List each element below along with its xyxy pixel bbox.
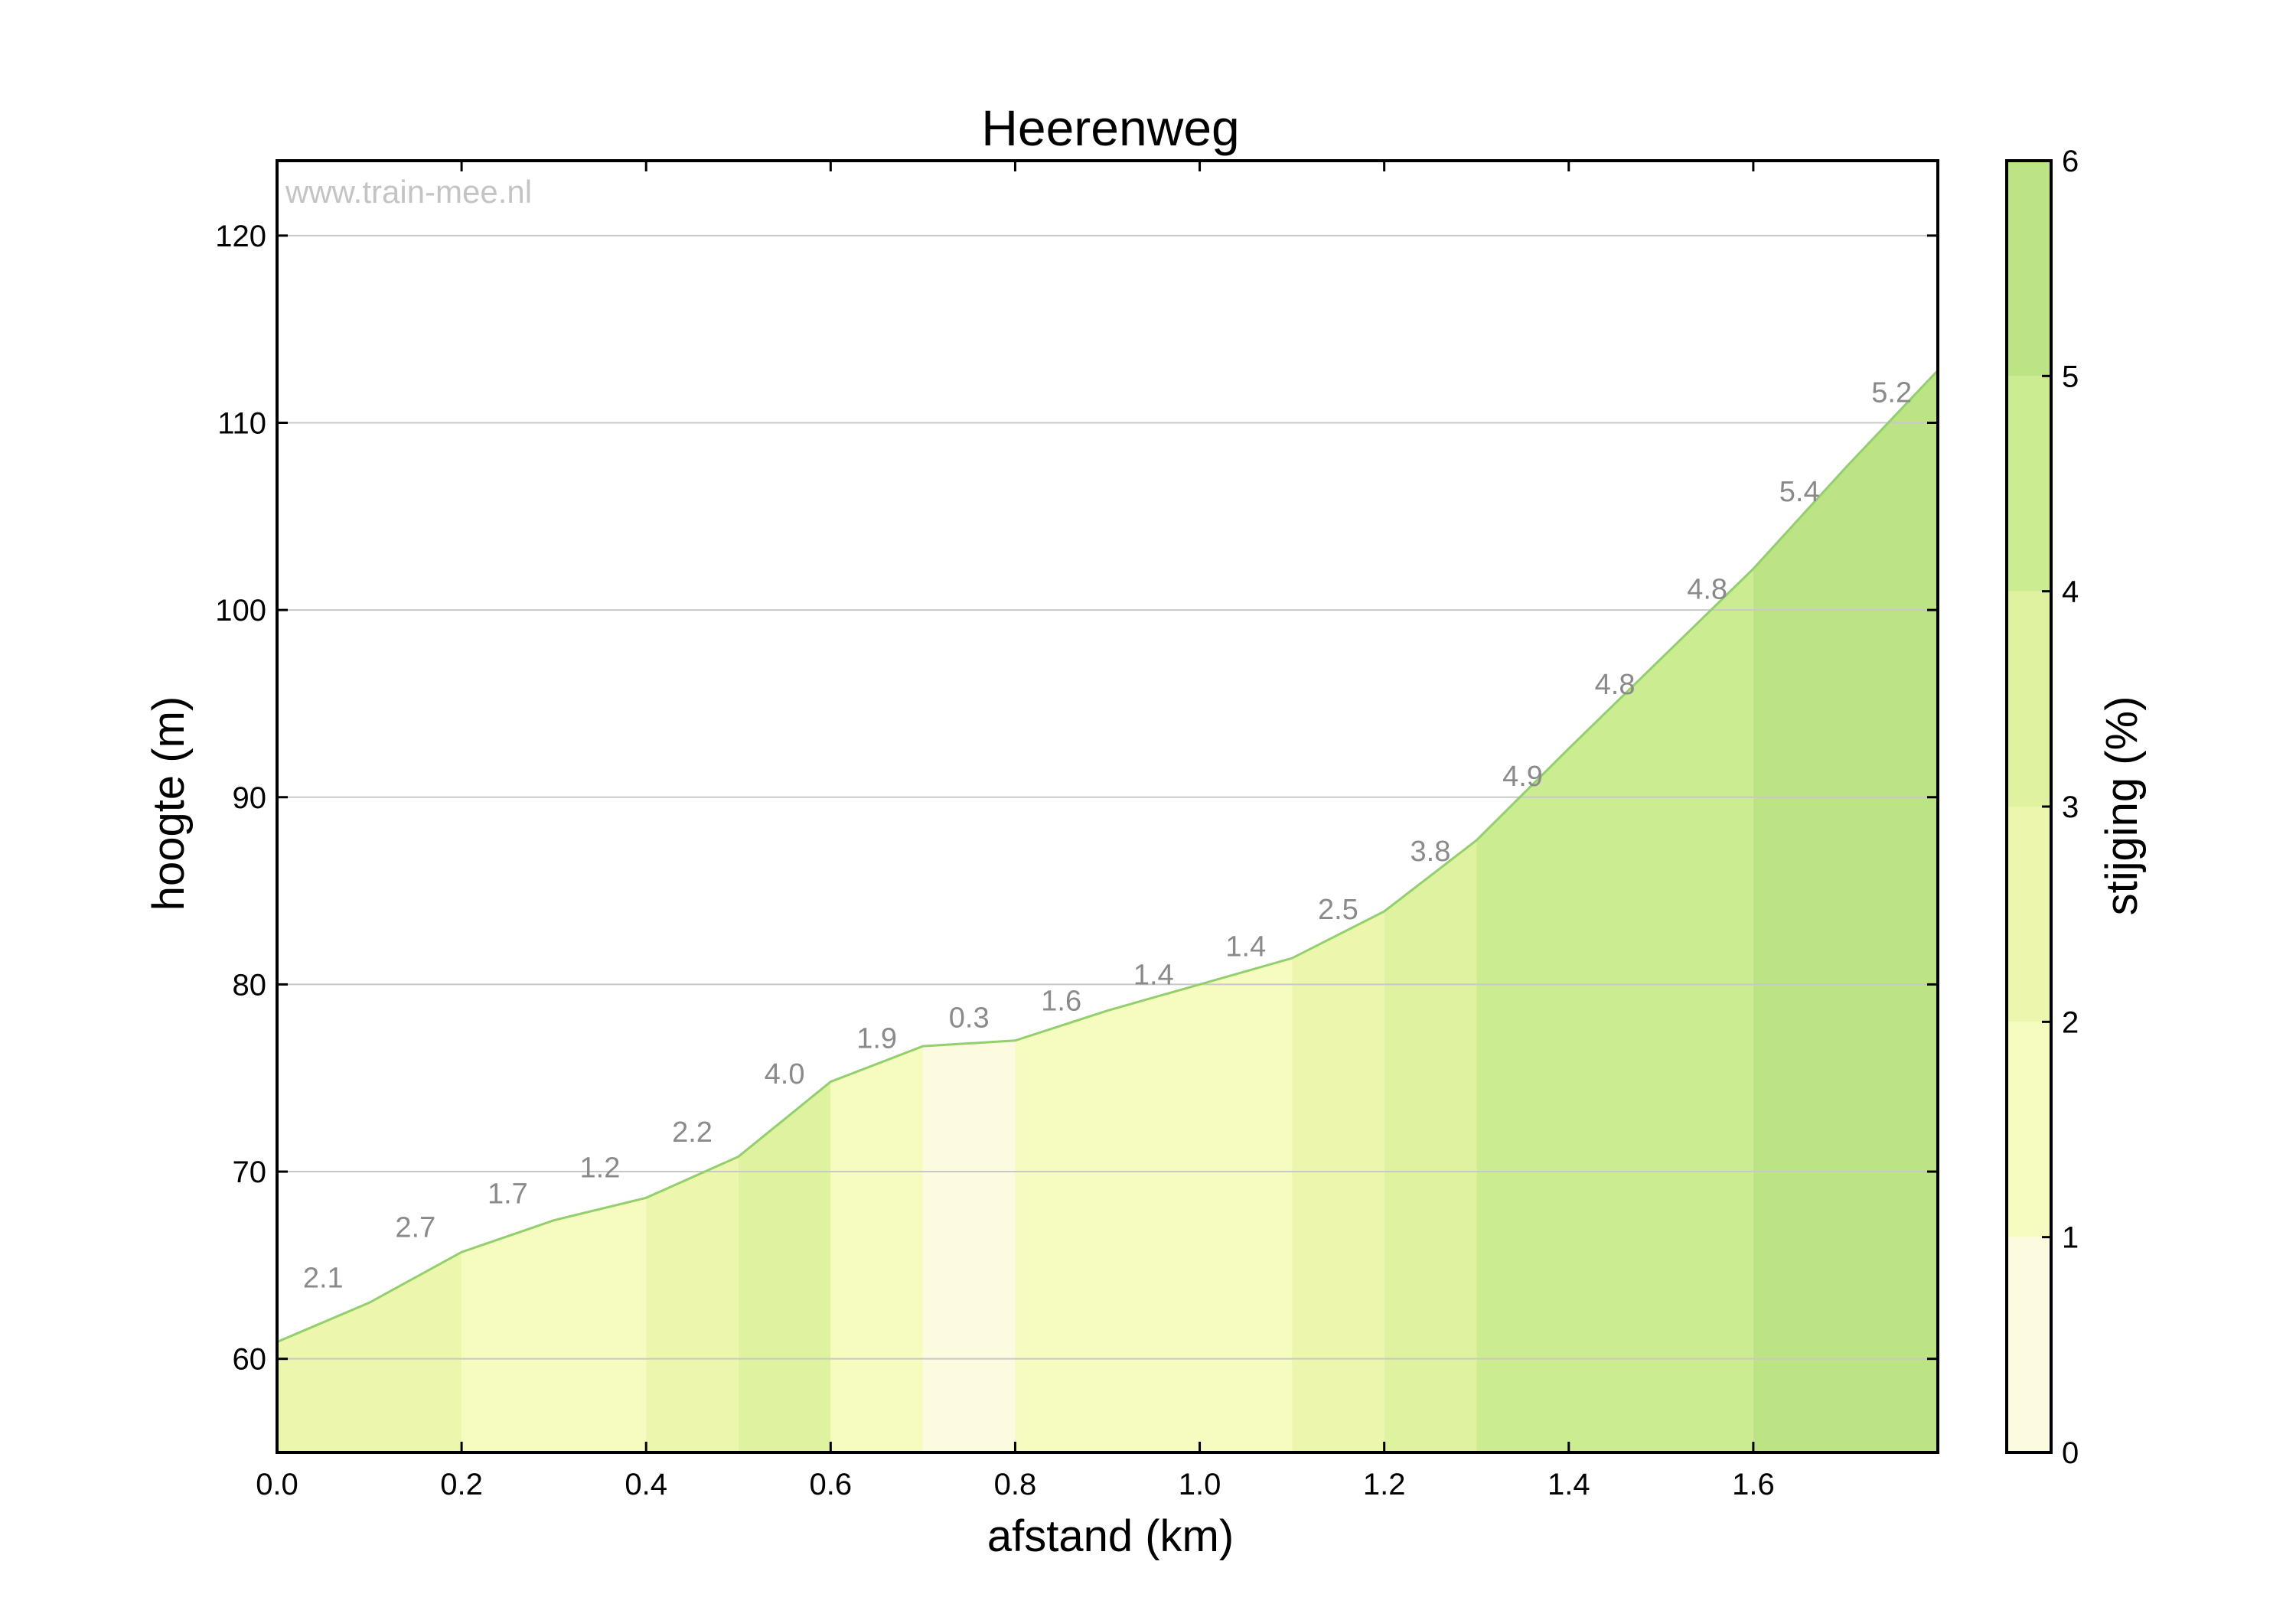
gradient-segment-7 <box>1292 911 1384 1452</box>
x-tick-label-5: 1.0 <box>1179 1468 1221 1501</box>
colorbar-band-2 <box>2007 807 2051 1022</box>
x-tick-label-1: 0.2 <box>440 1468 483 1501</box>
colorbar-tick-label-1: 1 <box>2062 1221 2079 1255</box>
gradient-label-8: 1.6 <box>1041 986 1081 1018</box>
gradient-label-1: 2.7 <box>395 1212 435 1244</box>
colorbar-tick-label-6: 6 <box>2062 145 2079 178</box>
gradient-label-11: 2.5 <box>1318 894 1358 926</box>
x-tick-label-3: 0.6 <box>810 1468 853 1501</box>
colorbar-band-3 <box>2007 591 2051 807</box>
gradient-label-6: 1.9 <box>856 1023 897 1055</box>
gradient-segment-9 <box>1476 569 1753 1453</box>
colorbar-tick-label-2: 2 <box>2062 1006 2079 1039</box>
x-tick-label-4: 0.8 <box>994 1468 1037 1501</box>
chart-title: Heerenweg <box>981 99 1240 156</box>
colorbar-band-0 <box>2007 1237 2051 1452</box>
x-tick-label-0: 0.0 <box>256 1468 298 1501</box>
gradient-label-5: 4.0 <box>765 1058 805 1090</box>
x-axis-title: afstand (km) <box>987 1511 1234 1561</box>
gradient-label-16: 5.4 <box>1779 476 1820 508</box>
gradient-label-10: 1.4 <box>1225 931 1266 963</box>
gradient-label-7: 0.3 <box>949 1002 990 1035</box>
gradient-segment-2 <box>646 1156 739 1452</box>
gradient-label-2: 1.7 <box>488 1178 528 1211</box>
y-axis-title: hoogte (m) <box>144 696 194 911</box>
gradient-segment-5 <box>922 1040 1016 1452</box>
gradient-label-17: 5.2 <box>1871 377 1912 409</box>
colorbar-tick-label-5: 5 <box>2062 360 2079 393</box>
y-tick-label-6: 120 <box>215 220 266 253</box>
gradient-segment-1 <box>461 1198 647 1452</box>
gradient-segment-4 <box>830 1046 923 1452</box>
colorbar-band-1 <box>2007 1022 2051 1237</box>
plot-area: 2.1 2.7 1.7 1.2 2.2 4.0 1.9 0.3 1.6 1.4 1.4 2.5 3.8 4… <box>215 159 1939 1501</box>
gradient-label-13: 4.9 <box>1502 761 1543 793</box>
gradient-label-12: 3.8 <box>1411 836 1451 868</box>
gradient-label-0: 2.1 <box>303 1263 344 1295</box>
gradient-segment-10 <box>1753 370 1938 1453</box>
colorbar-tick-label-4: 4 <box>2062 575 2079 609</box>
colorbar-band-5 <box>2007 161 2051 376</box>
gradient-label-15: 4.8 <box>1687 573 1727 605</box>
gradient-segment-6 <box>1015 958 1293 1452</box>
x-tick-label-8: 1.6 <box>1732 1468 1775 1501</box>
gradient-segment-0 <box>277 1252 462 1452</box>
colorbar: 0 1 2 3 4 5 6 <box>2005 145 2079 1470</box>
colorbar-title: stijging (%) <box>2097 696 2147 916</box>
gradient-label-14: 4.8 <box>1595 669 1636 701</box>
watermark: www.train-mee.nl <box>285 174 532 210</box>
x-tick-label-7: 1.4 <box>1548 1468 1590 1501</box>
colorbar-tick-label-3: 3 <box>2062 790 2079 824</box>
colorbar-tick-label-0: 0 <box>2062 1436 2079 1470</box>
colorbar-band-4 <box>2007 376 2051 592</box>
elevation-line <box>276 369 1939 1344</box>
y-tick-label-2: 80 <box>233 968 267 1002</box>
x-tick-label-2: 0.4 <box>625 1468 667 1501</box>
y-tick-label-4: 100 <box>215 594 266 627</box>
y-tick-label-3: 90 <box>233 781 267 815</box>
gradient-label-4: 2.2 <box>672 1116 713 1149</box>
gradient-label-3: 1.2 <box>580 1152 621 1184</box>
y-tick-label-1: 70 <box>233 1156 267 1189</box>
y-tick-label-5: 110 <box>217 406 266 440</box>
plot-frame <box>276 159 1939 1454</box>
gradient-segment-3 <box>738 1081 831 1452</box>
x-tick-label-6: 1.2 <box>1363 1468 1406 1501</box>
gradient-segment-8 <box>1384 840 1477 1452</box>
gradient-label-9: 1.4 <box>1133 959 1174 991</box>
y-tick-label-0: 60 <box>233 1343 267 1377</box>
